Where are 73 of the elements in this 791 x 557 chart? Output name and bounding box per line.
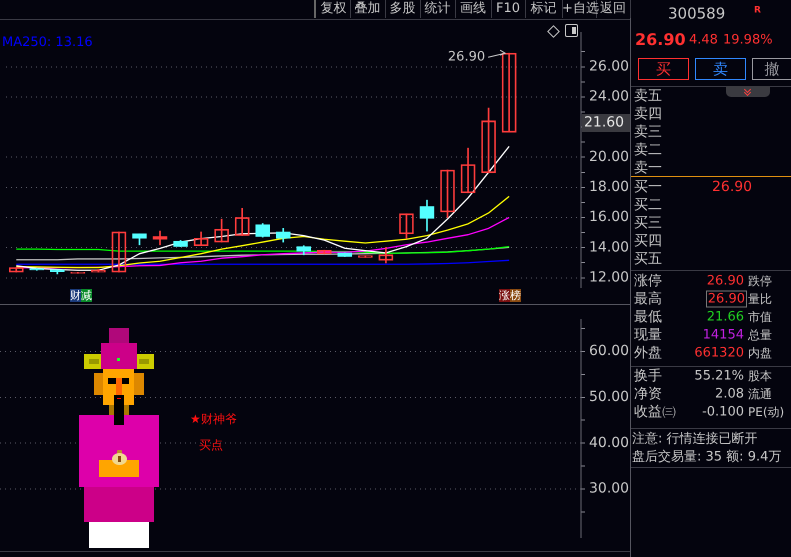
text: 19.98%	[723, 32, 773, 48]
text: 股本	[748, 369, 772, 383]
text: 卖五	[634, 88, 662, 104]
text: 2.08	[715, 386, 744, 402]
text: 55.21%	[694, 368, 744, 384]
text: 卖三	[634, 124, 662, 140]
text: 14154	[702, 328, 744, 342]
text: 复权	[317, 0, 351, 18]
annotation: 买点	[199, 438, 223, 452]
y-tick-label: 16.00	[589, 209, 630, 226]
text: MA250: 13.16	[2, 34, 93, 50]
y-tick-label: 60.00	[589, 343, 630, 360]
y-tick-label: 50.00	[589, 388, 630, 405]
text: 现量	[634, 327, 662, 343]
text: -0.100	[702, 404, 744, 420]
text: 买一	[634, 179, 662, 195]
text: 卖一	[634, 160, 662, 176]
text: 26.90	[706, 274, 744, 288]
text: 内盘	[748, 346, 772, 360]
annotation: 26.90	[448, 50, 486, 65]
y-tick-label: 30.00	[589, 480, 630, 497]
text: 买三	[634, 215, 662, 231]
y-tick-label: 18.00	[589, 179, 630, 195]
text: 标记	[525, 0, 563, 18]
text: 统计	[420, 0, 456, 18]
text: 市值	[748, 310, 772, 324]
text: 返回	[600, 1, 626, 16]
text: 画线	[455, 0, 492, 18]
text: 买五	[634, 251, 662, 267]
text: 4.48	[689, 32, 718, 48]
text: 买二	[634, 197, 662, 213]
text: 26.90	[712, 179, 752, 195]
text: 多股	[385, 0, 421, 18]
y-tick-label: 40.00	[589, 434, 630, 451]
text: 撤	[752, 58, 791, 80]
text: 21.66	[706, 310, 744, 324]
text: R	[754, 6, 761, 16]
text: 跌停	[748, 274, 772, 288]
text: 盘后交易量: 35 额: 9.4万	[632, 450, 782, 464]
text: 换手	[634, 368, 662, 384]
text: 财减	[70, 289, 92, 302]
text: 卖四	[634, 106, 662, 122]
text: 量比	[748, 292, 772, 306]
annotation: ★财神爷	[190, 412, 237, 426]
text: F10	[491, 0, 526, 18]
text: 收益㈢	[634, 404, 676, 420]
text: 卖二	[634, 142, 662, 158]
text: 最高	[634, 291, 662, 307]
text: 买四	[634, 233, 662, 249]
text: 卖	[695, 58, 746, 80]
y-tick-label: 14.00	[589, 239, 630, 256]
text: 外盘	[634, 345, 662, 361]
text: 注意: 行情连接已断开	[632, 432, 758, 446]
text: 涨榜	[499, 289, 521, 302]
text: 最低	[634, 309, 662, 325]
y-tick-label: 12.00	[589, 269, 630, 286]
y-tick-label: 24.00	[589, 88, 630, 105]
text: 26.90	[706, 292, 746, 306]
y-tick-label: 20.00	[589, 148, 630, 165]
text: 661320	[694, 346, 744, 360]
text: 叠加	[350, 0, 386, 18]
text: 26.90	[635, 30, 686, 49]
text: +自选	[562, 0, 599, 18]
text: 买	[638, 58, 689, 80]
text: 21.60	[584, 114, 624, 131]
text: PE(动)	[748, 405, 784, 419]
text: 涨停	[634, 273, 662, 289]
y-tick-label: 26.00	[589, 58, 630, 74]
text: 净资	[634, 386, 662, 402]
text: 300589	[668, 4, 726, 22]
text: 流通	[748, 387, 772, 401]
text: 总量	[748, 328, 772, 342]
candlestick	[112, 232, 126, 272]
